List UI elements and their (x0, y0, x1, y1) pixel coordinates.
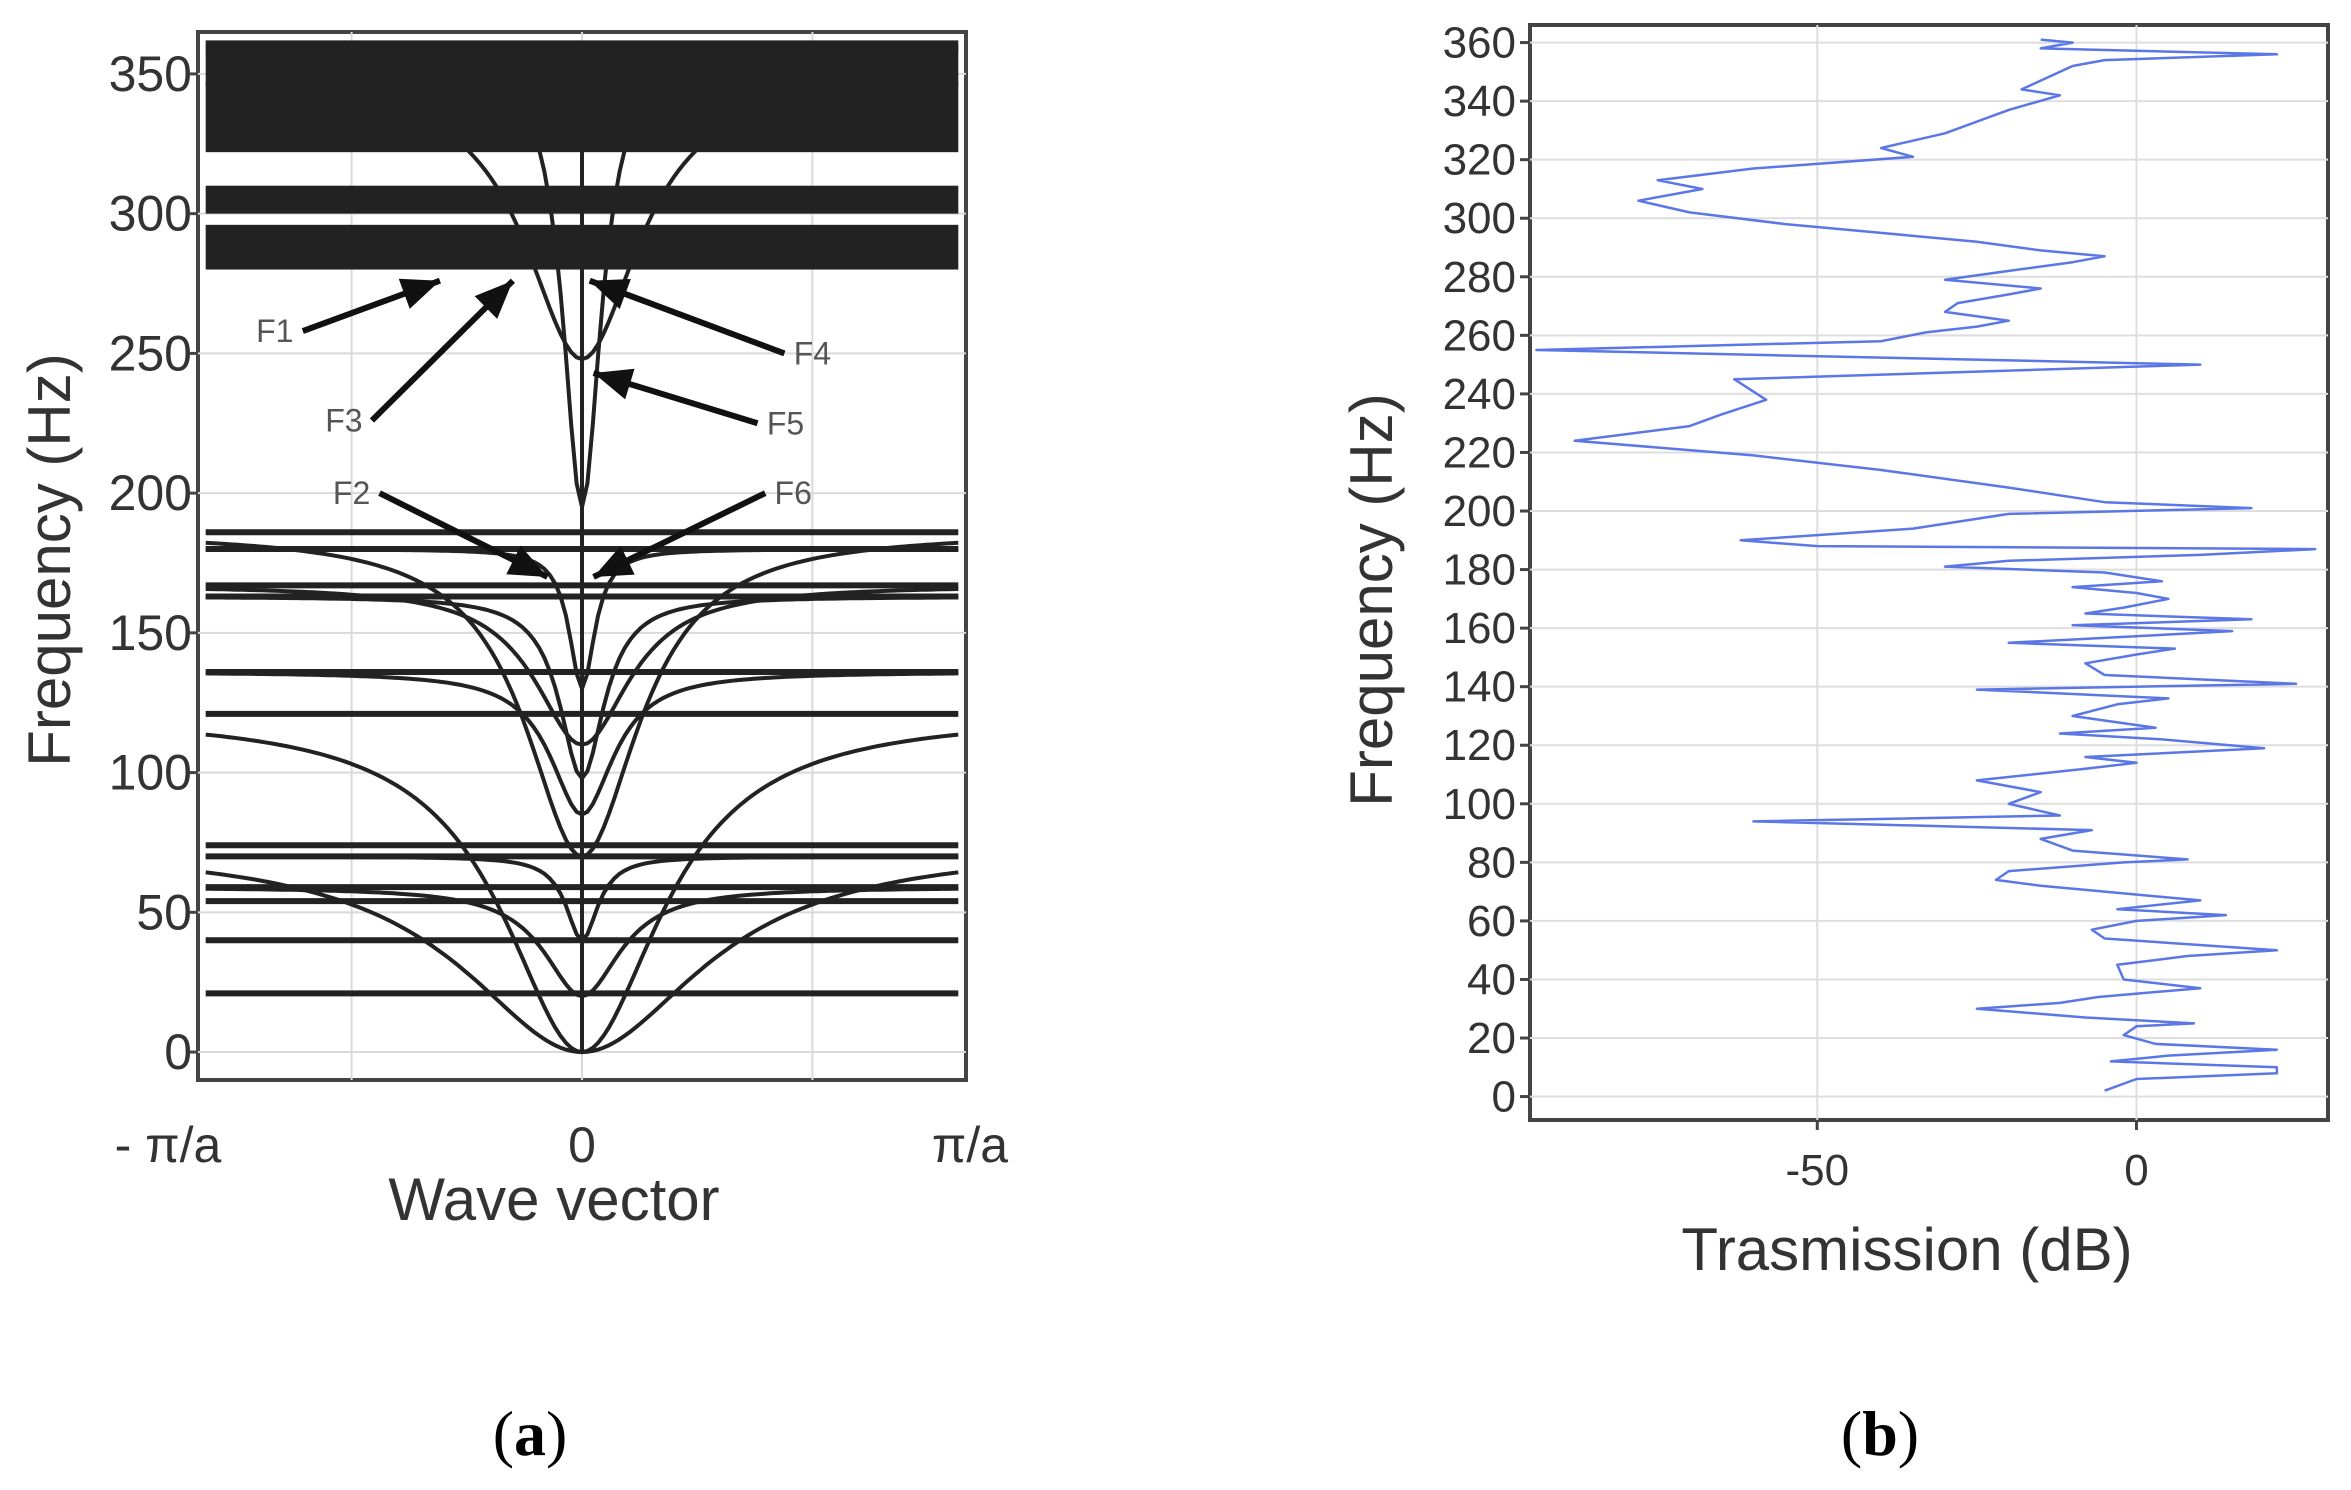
annotation-arrow-head (506, 545, 548, 577)
panel-b-label-open-paren: ( (1841, 1398, 1862, 1469)
panel-a-y-tick-label: 50 (136, 884, 192, 940)
panel-a-label-open-paren: ( (493, 1398, 514, 1469)
panel-a-x-tick-label: - π/a (115, 1117, 222, 1173)
panel-a-y-tick-label: 150 (109, 605, 192, 661)
panel-a-y-tick-label: 0 (164, 1024, 192, 1080)
panel-b-y-tick-label: 300 (1443, 194, 1516, 243)
panel-a-x-tick-label: π/a (932, 1117, 1008, 1173)
panel-a-y-tick-label: 200 (109, 465, 192, 521)
panel-a-y-ticks: 0 50 100 150 200 250 300 350 (109, 46, 198, 1080)
dispersion-panel: F1 F3 F2 F4 F5 F6 0 50 100 150 200 250 300 350 - π/a… (16, 30, 1009, 1469)
panel-a-y-axis-title: Frequency (Hz) (16, 353, 83, 766)
panel-a-x-ticks: - π/a 0 π/a (115, 1117, 1009, 1173)
panel-a-annotation: F4 (588, 277, 831, 371)
panel-b-y-tick-label: 220 (1443, 428, 1516, 477)
panel-a-annotation: F2 (333, 475, 549, 580)
annotation-arrow-head (474, 280, 513, 319)
panel-a-annotation: F1 (256, 277, 441, 349)
panel-b-x-tick-label: 0 (2124, 1146, 2148, 1195)
panel-a-label-close-paren: ) (546, 1398, 567, 1469)
panel-a-y-tick-label: 100 (109, 745, 192, 801)
panel-b-x-axis-title: Trasmission (dB) (1681, 1216, 2132, 1283)
annotation-label: F2 (333, 475, 370, 511)
panel-a-x-axis-title: Wave vector (388, 1166, 719, 1233)
panel-b-y-tick-label: 200 (1443, 487, 1516, 536)
transmission-line (1535, 38, 2317, 1092)
panel-b-y-tick-label: 360 (1443, 19, 1516, 68)
annotation-label: F1 (256, 313, 293, 349)
panel-a-dispersive-band (205, 732, 959, 1055)
panel-a-y-tick-label: 250 (109, 325, 192, 381)
panel-b-grid (1530, 25, 2328, 1120)
panel-a-annotations: F1 F3 F2 F4 F5 F6 (256, 277, 831, 580)
annotation-arrow-head (593, 368, 635, 400)
panel-b-y-ticks: 0 20 40 60 80 100 120 140 160 180 200 220 240 260 280 3… (1443, 19, 1530, 1122)
panel-a-band-lines (205, 40, 959, 1055)
panel-b-y-tick-label: 340 (1443, 77, 1516, 126)
panel-a-annotation: F3 (325, 278, 515, 438)
annotation-label: F3 (325, 402, 362, 438)
panel-b-curve (1535, 38, 2317, 1092)
panel-b-y-tick-label: 100 (1443, 780, 1516, 829)
panel-a-y-tick-label: 300 (109, 186, 192, 242)
panel-a-label: (a) (493, 1398, 568, 1469)
panel-b-y-tick-label: 40 (1467, 955, 1516, 1004)
annotation-arrow-head (593, 545, 635, 577)
panel-a-annotation: F6 (592, 475, 812, 580)
panel-b-label-close-paren: ) (1898, 1398, 1919, 1469)
panel-b-label-letter: b (1862, 1398, 1898, 1469)
panel-b-y-tick-label: 60 (1467, 897, 1516, 946)
annotation-arrow-head (589, 279, 631, 310)
panel-b-y-axis-title: Frequency (Hz) (1338, 393, 1405, 806)
transmission-panel: 0 20 40 60 80 100 120 140 160 180 200 220 240 260 280 3… (1338, 19, 2330, 1469)
panel-b-y-tick-label: 120 (1443, 721, 1516, 770)
panel-a-annotation: F5 (592, 368, 804, 441)
panel-b-y-tick-label: 180 (1443, 546, 1516, 595)
panel-a-y-tick-label: 350 (109, 46, 192, 102)
annotation-arrow-head (398, 278, 440, 309)
panel-b-y-tick-label: 20 (1467, 1014, 1516, 1063)
panel-b-y-tick-label: 240 (1443, 370, 1516, 419)
panel-a-label-letter: a (514, 1398, 546, 1469)
annotation-label: F6 (775, 475, 812, 511)
panel-b-y-tick-label: 160 (1443, 604, 1516, 653)
panel-b-y-tick-label: 0 (1492, 1073, 1516, 1122)
panel-b-y-tick-label: 320 (1443, 136, 1516, 185)
panel-b-x-tick-label: -50 (1785, 1146, 1849, 1195)
panel-b-x-ticks: -50 0 (1785, 1120, 2149, 1195)
panel-b-label: (b) (1841, 1398, 1919, 1469)
panel-b-y-tick-label: 140 (1443, 663, 1516, 712)
panel-b-y-tick-label: 280 (1443, 253, 1516, 302)
annotation-label: F4 (794, 335, 831, 371)
annotation-label: F5 (767, 405, 804, 441)
panel-a-x-tick-label: 0 (568, 1117, 596, 1173)
panel-b-y-tick-label: 260 (1443, 311, 1516, 360)
panel-b-y-tick-label: 80 (1467, 838, 1516, 887)
